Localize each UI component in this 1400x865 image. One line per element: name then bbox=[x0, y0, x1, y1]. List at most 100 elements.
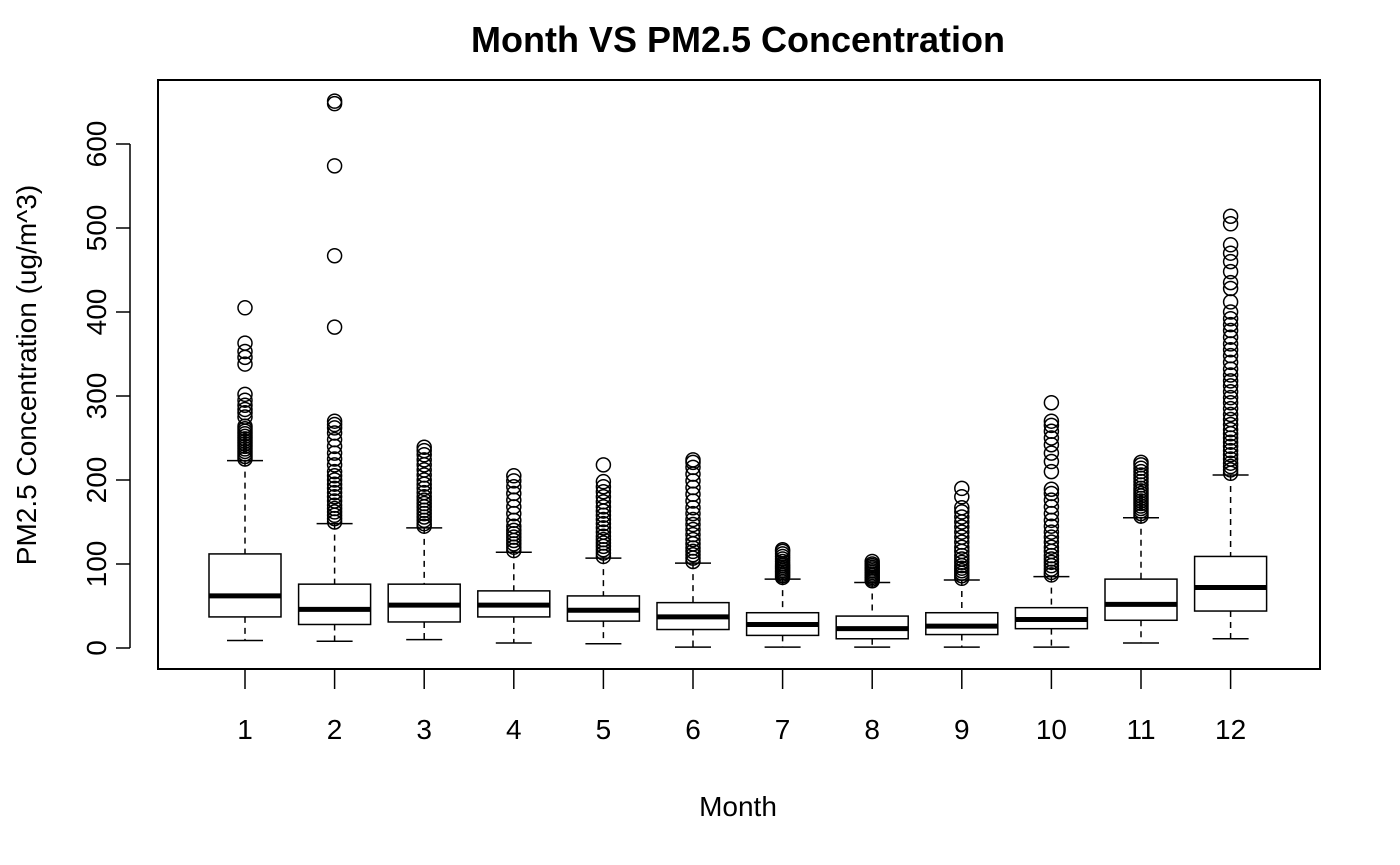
outlier-point bbox=[685, 531, 701, 548]
outlier-point bbox=[506, 518, 522, 534]
x-tick-label: 4 bbox=[506, 714, 522, 745]
outlier-point bbox=[326, 468, 343, 484]
outlier-point bbox=[685, 452, 701, 468]
outlier-point bbox=[416, 467, 432, 483]
outlier-point bbox=[1222, 458, 1239, 475]
outlier-point bbox=[595, 494, 612, 510]
outlier-point bbox=[1043, 463, 1060, 480]
iqr-box bbox=[1193, 555, 1268, 612]
outlier-point bbox=[1222, 304, 1239, 320]
x-tick-label: 11 bbox=[1126, 714, 1155, 745]
outlier-point bbox=[1222, 347, 1239, 364]
box-month-11 bbox=[1104, 454, 1178, 644]
outlier-point bbox=[1043, 554, 1060, 571]
outlier-point bbox=[326, 431, 343, 448]
outlier-point bbox=[1043, 430, 1060, 446]
outlier-point bbox=[864, 553, 880, 570]
x-tick-label: 8 bbox=[864, 714, 880, 745]
outlier-point bbox=[1043, 524, 1060, 540]
outlier-point bbox=[1133, 467, 1149, 483]
outlier-point bbox=[237, 335, 253, 351]
outlier-point bbox=[416, 472, 432, 488]
x-tick-label: 12 bbox=[1215, 714, 1246, 745]
outlier-point bbox=[1222, 373, 1239, 389]
outlier-point bbox=[237, 409, 253, 425]
iqr-box bbox=[925, 611, 999, 636]
outlier-point bbox=[1222, 421, 1239, 438]
outlier-point bbox=[237, 343, 253, 360]
box-month-4 bbox=[477, 468, 551, 644]
outlier-point bbox=[954, 489, 970, 505]
outlier-point bbox=[506, 478, 522, 495]
outlier-point bbox=[1222, 354, 1239, 371]
x-tick-label: 3 bbox=[416, 714, 432, 745]
outlier-point bbox=[326, 457, 343, 473]
outlier-point bbox=[237, 405, 253, 421]
outlier-point bbox=[237, 401, 253, 418]
outlier-point bbox=[685, 543, 701, 560]
outlier-point bbox=[506, 522, 522, 539]
chart-title: Month VS PM2.5 Concentration bbox=[471, 19, 1005, 60]
outlier-point bbox=[954, 529, 970, 545]
outlier-point bbox=[1043, 417, 1060, 434]
outlier-point bbox=[1222, 462, 1239, 478]
y-tick-label: 300 bbox=[81, 373, 112, 420]
outlier-point bbox=[1043, 445, 1060, 461]
outlier-point bbox=[326, 476, 343, 492]
outlier-point bbox=[416, 492, 432, 508]
outlier-point bbox=[326, 504, 343, 520]
x-tick-label: 7 bbox=[775, 714, 791, 745]
outlier-point bbox=[1222, 384, 1239, 400]
outlier-point bbox=[1222, 342, 1239, 358]
outlier-point bbox=[595, 515, 612, 532]
outlier-point bbox=[1043, 551, 1060, 567]
outlier-point bbox=[326, 416, 343, 433]
outlier-point bbox=[1043, 481, 1060, 497]
y-tick-label: 400 bbox=[81, 289, 112, 336]
box-month-2 bbox=[297, 93, 372, 643]
outlier-point bbox=[1043, 518, 1060, 534]
outlier-point bbox=[326, 93, 343, 109]
outlier-point bbox=[1043, 534, 1060, 550]
y-tick-label: 200 bbox=[81, 457, 112, 504]
outlier-point bbox=[416, 447, 432, 463]
box-month-6 bbox=[656, 452, 730, 648]
outlier-point bbox=[506, 529, 522, 545]
outlier-point bbox=[506, 485, 522, 502]
outlier-point bbox=[1222, 280, 1239, 297]
outlier-point bbox=[1222, 394, 1239, 411]
y-tick-label: 600 bbox=[81, 121, 112, 168]
outlier-point bbox=[1222, 245, 1239, 261]
outlier-point bbox=[685, 511, 701, 528]
outlier-point bbox=[1043, 529, 1060, 545]
outlier-point bbox=[326, 247, 343, 264]
outlier-point bbox=[326, 425, 343, 441]
outlier-point bbox=[1043, 394, 1060, 411]
outlier-point bbox=[1222, 378, 1239, 394]
outlier-point bbox=[1133, 454, 1149, 471]
outlier-point bbox=[1222, 434, 1239, 450]
x-tick-label: 9 bbox=[954, 714, 970, 745]
box-month-1 bbox=[208, 300, 282, 642]
outlier-point bbox=[595, 520, 612, 536]
outlier-point bbox=[416, 495, 432, 512]
outlier-point bbox=[595, 484, 612, 500]
outlier-point bbox=[774, 541, 791, 558]
outlier-point bbox=[595, 473, 612, 490]
outlier-point bbox=[326, 420, 343, 436]
outlier-point bbox=[595, 457, 612, 473]
outlier-point bbox=[1222, 416, 1239, 433]
x-axis-label: Month bbox=[699, 791, 777, 822]
outlier-point bbox=[326, 472, 343, 488]
outlier-point bbox=[1222, 438, 1239, 455]
iqr-box bbox=[208, 553, 282, 618]
outlier-point bbox=[1222, 400, 1239, 417]
outlier-point bbox=[1043, 539, 1060, 555]
box-month-12 bbox=[1193, 208, 1268, 640]
y-tick-label: 500 bbox=[81, 205, 112, 252]
outlier-point bbox=[1222, 367, 1239, 383]
outlier-point bbox=[1222, 208, 1239, 224]
outlier-point bbox=[954, 554, 970, 571]
